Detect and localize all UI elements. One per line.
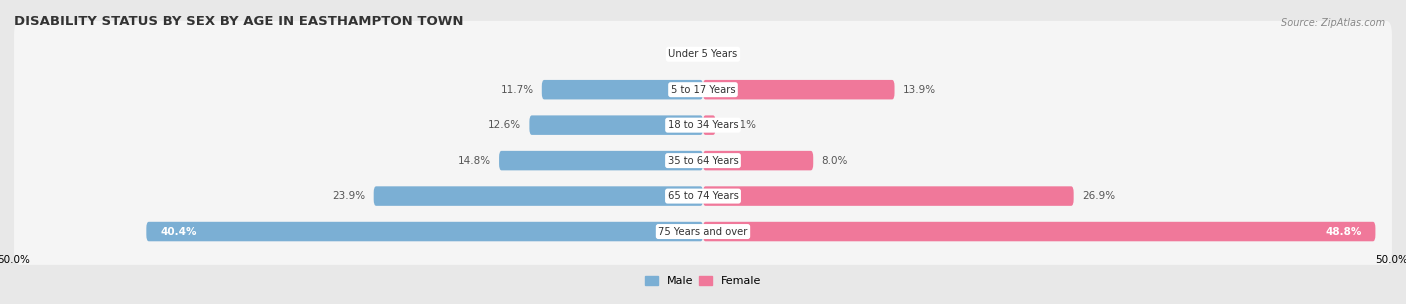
Text: 11.7%: 11.7% bbox=[501, 85, 533, 95]
Text: DISABILITY STATUS BY SEX BY AGE IN EASTHAMPTON TOWN: DISABILITY STATUS BY SEX BY AGE IN EASTH… bbox=[14, 16, 464, 28]
Text: 13.9%: 13.9% bbox=[903, 85, 936, 95]
Text: 8.0%: 8.0% bbox=[821, 156, 848, 166]
FancyBboxPatch shape bbox=[14, 127, 1392, 194]
Text: 65 to 74 Years: 65 to 74 Years bbox=[668, 191, 738, 201]
Text: Source: ZipAtlas.com: Source: ZipAtlas.com bbox=[1281, 18, 1385, 28]
Text: 12.6%: 12.6% bbox=[488, 120, 522, 130]
FancyBboxPatch shape bbox=[703, 151, 813, 170]
FancyBboxPatch shape bbox=[14, 92, 1392, 158]
Text: Under 5 Years: Under 5 Years bbox=[668, 49, 738, 59]
Text: 40.4%: 40.4% bbox=[160, 226, 197, 237]
Text: 5 to 17 Years: 5 to 17 Years bbox=[671, 85, 735, 95]
FancyBboxPatch shape bbox=[530, 116, 703, 135]
Text: 14.8%: 14.8% bbox=[458, 156, 491, 166]
FancyBboxPatch shape bbox=[14, 163, 1392, 230]
FancyBboxPatch shape bbox=[541, 80, 703, 99]
FancyBboxPatch shape bbox=[14, 198, 1392, 265]
FancyBboxPatch shape bbox=[703, 80, 894, 99]
FancyBboxPatch shape bbox=[14, 21, 1392, 88]
Text: 0.0%: 0.0% bbox=[665, 49, 692, 59]
FancyBboxPatch shape bbox=[146, 222, 703, 241]
Text: 0.0%: 0.0% bbox=[714, 49, 741, 59]
FancyBboxPatch shape bbox=[499, 151, 703, 170]
Text: 75 Years and over: 75 Years and over bbox=[658, 226, 748, 237]
FancyBboxPatch shape bbox=[703, 222, 1375, 241]
Text: 48.8%: 48.8% bbox=[1326, 226, 1361, 237]
FancyBboxPatch shape bbox=[703, 186, 1074, 206]
Text: 18 to 34 Years: 18 to 34 Years bbox=[668, 120, 738, 130]
Text: 0.91%: 0.91% bbox=[724, 120, 756, 130]
Text: 23.9%: 23.9% bbox=[332, 191, 366, 201]
Legend: Male, Female: Male, Female bbox=[640, 271, 766, 291]
FancyBboxPatch shape bbox=[14, 56, 1392, 123]
Text: 26.9%: 26.9% bbox=[1083, 191, 1115, 201]
Text: 35 to 64 Years: 35 to 64 Years bbox=[668, 156, 738, 166]
FancyBboxPatch shape bbox=[374, 186, 703, 206]
FancyBboxPatch shape bbox=[703, 116, 716, 135]
